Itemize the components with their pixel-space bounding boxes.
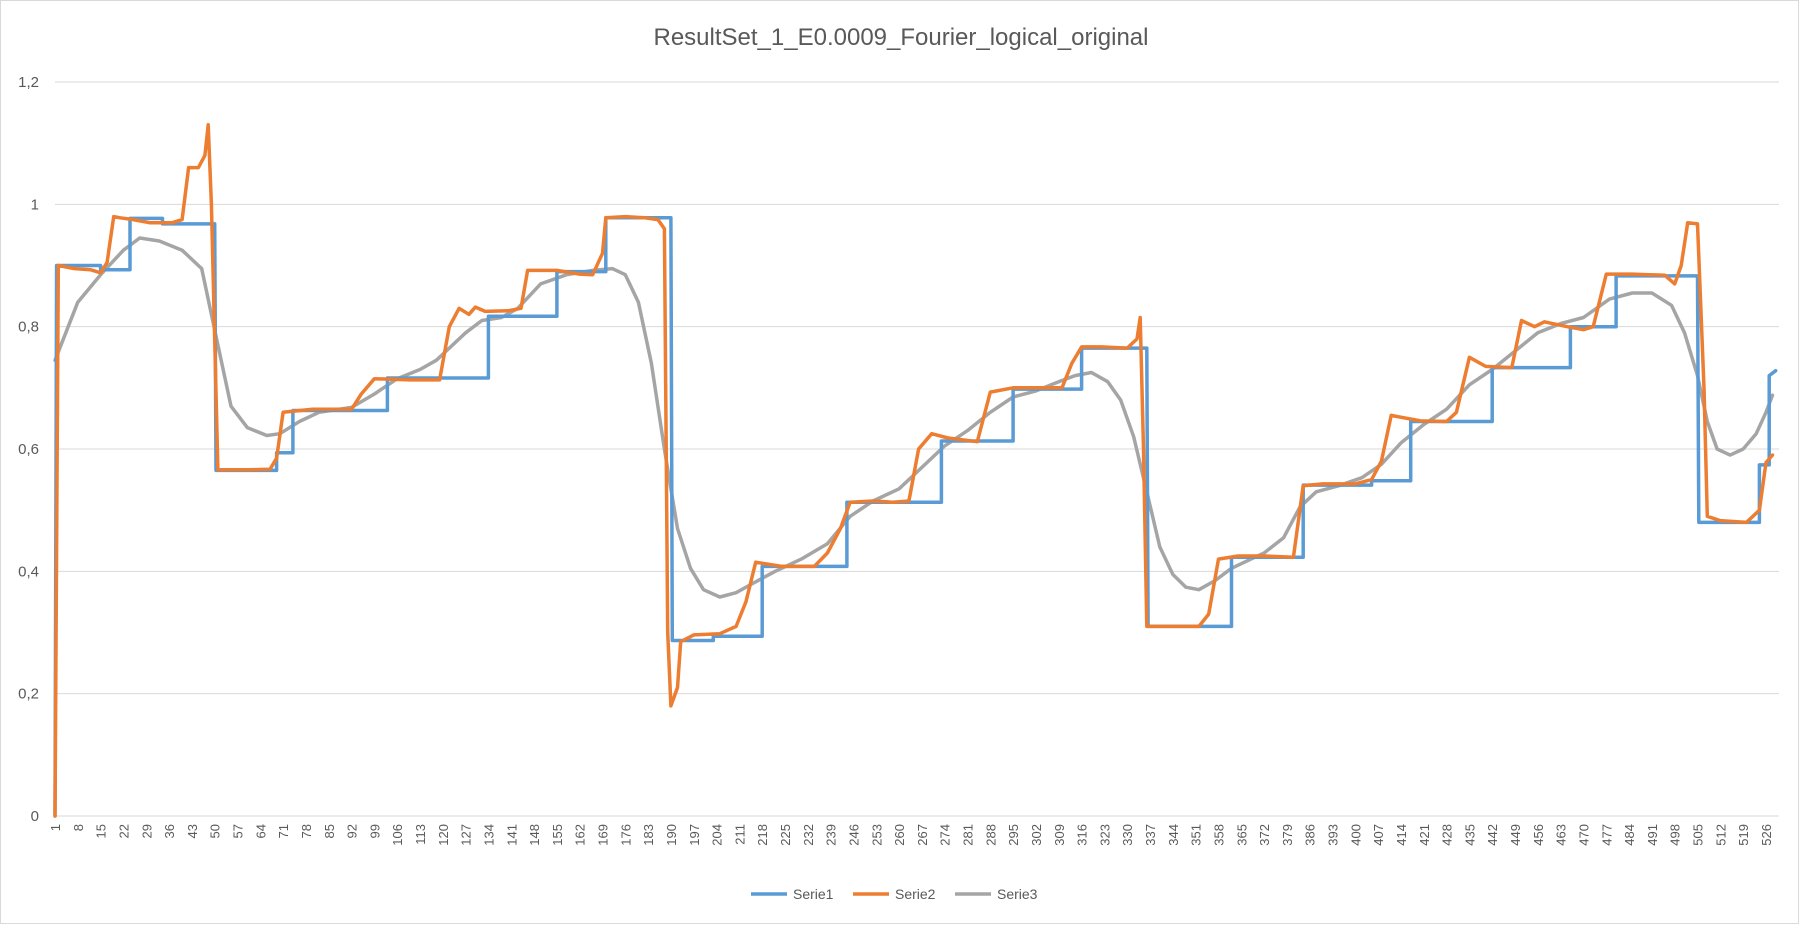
x-tick-label: 267 [915,824,930,846]
x-tick-label: 57 [231,824,246,838]
x-tick-label: 120 [436,824,451,846]
x-tick-label: 127 [459,824,474,846]
x-tick-label: 407 [1371,824,1386,846]
y-tick-label: 1 [31,196,39,213]
x-tick-label: 225 [778,824,793,846]
x-tick-label: 477 [1599,824,1614,846]
x-tick-label: 15 [94,824,109,838]
x-tick-label: 463 [1554,824,1569,846]
y-tick-label: 0,8 [18,319,39,336]
x-tick-label: 78 [299,824,314,838]
x-tick-label: 141 [504,824,519,846]
x-tick-label: 92 [345,824,360,838]
x-tick-label: 372 [1257,824,1272,846]
x-tick-label: 43 [185,824,200,838]
y-tick-label: 0,6 [18,441,39,458]
x-tick-label: 274 [938,824,953,846]
legend-label-serie2: Serie2 [895,886,936,902]
x-tick-label: 64 [253,824,268,838]
y-tick-label: 0 [31,808,39,825]
legend: Serie1 Serie2 Serie3 [751,886,1038,902]
x-tick-label: 414 [1394,824,1409,846]
y-tick-label: 0,2 [18,686,39,703]
x-tick-label: 421 [1417,824,1432,846]
x-axis-tick-labels: 1 8 15 22 29 36 43 50 57 64 71 78 85 92 99 106 113 120 127… [48,824,1774,846]
x-tick-label: 71 [276,824,291,838]
x-tick-label: 526 [1759,824,1774,846]
series-line-serie3 [53,236,1775,599]
x-tick-label: 22 [116,824,131,838]
x-tick-label: 246 [846,824,861,846]
x-tick-label: 190 [664,824,679,846]
x-tick-label: 239 [824,824,839,846]
x-tick-label: 183 [641,824,656,846]
x-tick-label: 218 [755,824,770,846]
x-tick-label: 204 [710,824,725,846]
x-tick-label: 351 [1189,824,1204,846]
x-tick-label: 155 [550,824,565,846]
x-tick-label: 302 [1029,824,1044,846]
x-tick-label: 379 [1280,824,1295,846]
x-tick-label: 162 [573,824,588,846]
x-tick-label: 85 [322,824,337,838]
x-tick-label: 365 [1234,824,1249,846]
series-line-serie1 [53,216,1778,818]
x-tick-label: 491 [1645,824,1660,846]
x-tick-label: 113 [413,824,428,845]
x-tick-label: 1 [48,824,63,831]
x-tick-label: 470 [1576,824,1591,846]
x-tick-label: 253 [869,824,884,846]
x-tick-label: 309 [1052,824,1067,846]
gridlines [55,81,1779,817]
x-tick-label: 505 [1691,824,1706,846]
x-tick-label: 386 [1303,824,1318,846]
series-line-serie2 [53,123,1775,818]
x-tick-label: 281 [961,824,976,846]
y-tick-label: 0,4 [18,563,39,580]
x-tick-label: 50 [208,824,223,838]
x-tick-label: 176 [618,824,633,846]
x-tick-label: 484 [1622,824,1637,846]
x-tick-label: 8 [71,824,86,831]
x-tick-label: 393 [1326,824,1341,846]
x-tick-label: 442 [1485,824,1500,846]
y-tick-label: 1,2 [18,74,39,91]
x-tick-label: 106 [390,824,405,846]
x-tick-label: 99 [367,824,382,838]
chart-title: ResultSet_1_E0.0009_Fourier_logical_orig… [654,24,1149,51]
legend-label-serie1: Serie1 [793,886,834,902]
x-tick-label: 456 [1531,824,1546,846]
x-tick-label: 288 [983,824,998,846]
legend-label-serie3: Serie3 [997,886,1038,902]
x-tick-label: 295 [1006,824,1021,846]
x-tick-label: 169 [596,824,611,846]
x-tick-label: 197 [687,824,702,846]
x-tick-label: 344 [1166,824,1181,846]
x-tick-label: 512 [1713,824,1728,846]
x-tick-label: 148 [527,824,542,846]
x-tick-label: 29 [139,824,154,838]
x-tick-label: 358 [1211,824,1226,846]
x-tick-label: 211 [732,824,747,845]
x-tick-label: 519 [1736,824,1751,846]
x-tick-label: 400 [1348,824,1363,846]
x-tick-label: 36 [162,824,177,838]
x-tick-label: 498 [1668,824,1683,846]
x-tick-label: 337 [1143,824,1158,846]
x-tick-label: 330 [1120,824,1135,846]
x-tick-label: 260 [892,824,907,846]
x-tick-label: 435 [1462,824,1477,846]
x-tick-label: 323 [1097,824,1112,846]
x-tick-label: 134 [481,824,496,846]
series-lines [53,123,1778,818]
x-tick-label: 449 [1508,824,1523,846]
x-tick-label: 232 [801,824,816,846]
y-axis-tick-labels: 0 0,2 0,4 0,6 0,8 1 1,2 [18,74,39,825]
x-tick-label: 316 [1075,824,1090,846]
x-tick-label: 428 [1440,824,1455,846]
